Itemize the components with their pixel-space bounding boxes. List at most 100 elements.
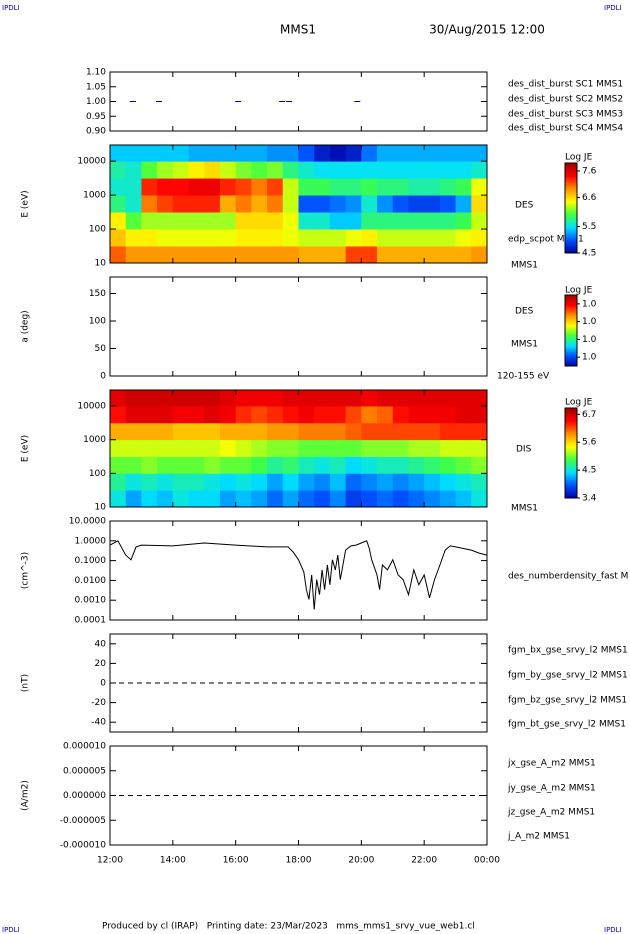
legend-entry: jx_gse_A_m2 MMS1 bbox=[507, 759, 596, 769]
heatmap-cell bbox=[219, 212, 237, 230]
colorbar-strip bbox=[565, 299, 577, 302]
heatmap-cell bbox=[267, 178, 284, 196]
colorbar-strip bbox=[565, 488, 577, 491]
heatmap-cell bbox=[361, 229, 378, 247]
y-tick-label: 40 bbox=[95, 639, 107, 649]
heatmap-cell bbox=[408, 406, 425, 424]
colorbar-strip bbox=[565, 205, 577, 208]
colorbar-strip bbox=[565, 462, 577, 465]
heatmap-cell bbox=[298, 473, 315, 491]
colorbar-strip bbox=[565, 351, 577, 354]
heatmap-cell bbox=[408, 456, 425, 474]
heatmap-cell bbox=[282, 422, 299, 441]
heatmap-cell bbox=[377, 178, 394, 196]
heatmap-cell bbox=[141, 229, 158, 247]
heatmap-cell bbox=[314, 422, 331, 441]
heatmap-cell bbox=[377, 390, 394, 407]
colorbar-strip bbox=[565, 410, 577, 413]
colorbar-strip bbox=[565, 424, 577, 427]
heatmap-cell bbox=[219, 490, 237, 508]
colorbar-strip bbox=[565, 464, 577, 467]
heatmap-cell bbox=[392, 473, 409, 491]
heatmap-cell bbox=[251, 195, 268, 213]
corner-tag: IPDLI bbox=[604, 926, 622, 934]
heatmap-cell bbox=[125, 178, 142, 196]
heatmap-cell bbox=[251, 229, 268, 247]
colorbar-strip bbox=[565, 195, 577, 198]
heatmap-cell bbox=[455, 390, 472, 407]
heatmap-cell bbox=[377, 246, 394, 264]
colorbar-strip bbox=[565, 227, 577, 230]
heatmap-cell bbox=[125, 490, 142, 508]
heatmap-cell bbox=[345, 456, 362, 474]
colorbar-strip bbox=[565, 480, 577, 483]
heatmap-cell bbox=[235, 178, 252, 196]
y-tick-label: 100 bbox=[89, 469, 106, 479]
heatmap-cell bbox=[235, 406, 252, 424]
heatmap-cell bbox=[110, 145, 127, 162]
heatmap-cell bbox=[172, 229, 189, 247]
panel-frame bbox=[109, 520, 488, 621]
heatmap-cell bbox=[172, 178, 189, 196]
heatmap-cell bbox=[172, 390, 189, 407]
heatmap-cell bbox=[172, 195, 189, 213]
colorbar-strip bbox=[565, 221, 577, 224]
colorbar-strip bbox=[565, 430, 577, 433]
heatmap-cell bbox=[455, 456, 472, 474]
colorbar-strip bbox=[565, 343, 577, 346]
heatmap-cell bbox=[188, 406, 205, 424]
y-tick-label: 0.000000 bbox=[63, 791, 106, 801]
x-tick-label: 14:00 bbox=[160, 856, 186, 866]
colorbar-tick-label: 5.5 bbox=[582, 222, 596, 232]
heatmap-cell bbox=[110, 490, 127, 508]
colorbar-strip bbox=[565, 312, 577, 315]
heatmap-cell bbox=[172, 422, 189, 441]
heatmap-cell bbox=[314, 145, 331, 162]
heatmap-cell bbox=[298, 195, 315, 213]
heatmap-cell bbox=[471, 422, 488, 441]
heatmap-cell bbox=[172, 406, 189, 424]
colorbar-strip bbox=[565, 340, 577, 343]
heatmap-cell bbox=[157, 390, 174, 407]
colorbar-strip bbox=[565, 179, 577, 182]
y-tick-label: 1.10 bbox=[86, 68, 106, 78]
heatmap-cell bbox=[424, 178, 441, 196]
heatmap-cell bbox=[471, 490, 488, 508]
heatmap-cell bbox=[188, 195, 205, 213]
heatmap-cell bbox=[329, 195, 347, 213]
y-axis-label: (nT) bbox=[21, 674, 31, 692]
colorbar-strip bbox=[565, 163, 577, 166]
colorbar-strip bbox=[565, 420, 577, 423]
heatmap-cell bbox=[392, 229, 409, 247]
y-tick-label: -20 bbox=[91, 698, 106, 708]
heatmap-cell bbox=[141, 473, 158, 491]
heatmap-cell bbox=[157, 406, 174, 424]
heatmap-cell bbox=[329, 490, 347, 508]
heatmap-cell bbox=[408, 490, 425, 508]
heatmap-cell bbox=[235, 229, 252, 247]
colorbar-strip bbox=[565, 173, 577, 176]
heatmap-cell bbox=[392, 422, 409, 441]
colorbar-strip bbox=[565, 339, 577, 342]
heatmap-cell bbox=[267, 422, 284, 441]
heatmap-cell bbox=[345, 145, 362, 162]
heatmap-cell bbox=[392, 246, 409, 264]
heatmap-cell bbox=[329, 212, 347, 230]
colorbar-strip bbox=[565, 350, 577, 353]
y-tick-label: 50 bbox=[95, 344, 107, 354]
heatmap-cell bbox=[141, 195, 158, 213]
heatmap-cell bbox=[125, 439, 142, 457]
heatmap-cell bbox=[110, 246, 127, 264]
heatmap-cell bbox=[392, 456, 409, 474]
colorbar-strip bbox=[565, 203, 577, 206]
colorbar-strip bbox=[565, 169, 577, 172]
colorbar-strip bbox=[565, 296, 577, 299]
heatmap-cell bbox=[110, 422, 127, 441]
colorbar-strip bbox=[565, 450, 577, 453]
x-tick-label: 00:00 bbox=[474, 856, 500, 866]
heatmap-cell bbox=[251, 456, 268, 474]
heatmap-cell bbox=[251, 145, 268, 162]
heatmap-cell bbox=[361, 406, 378, 424]
heatmap-cell bbox=[361, 212, 378, 230]
colorbar-strip bbox=[565, 217, 577, 220]
